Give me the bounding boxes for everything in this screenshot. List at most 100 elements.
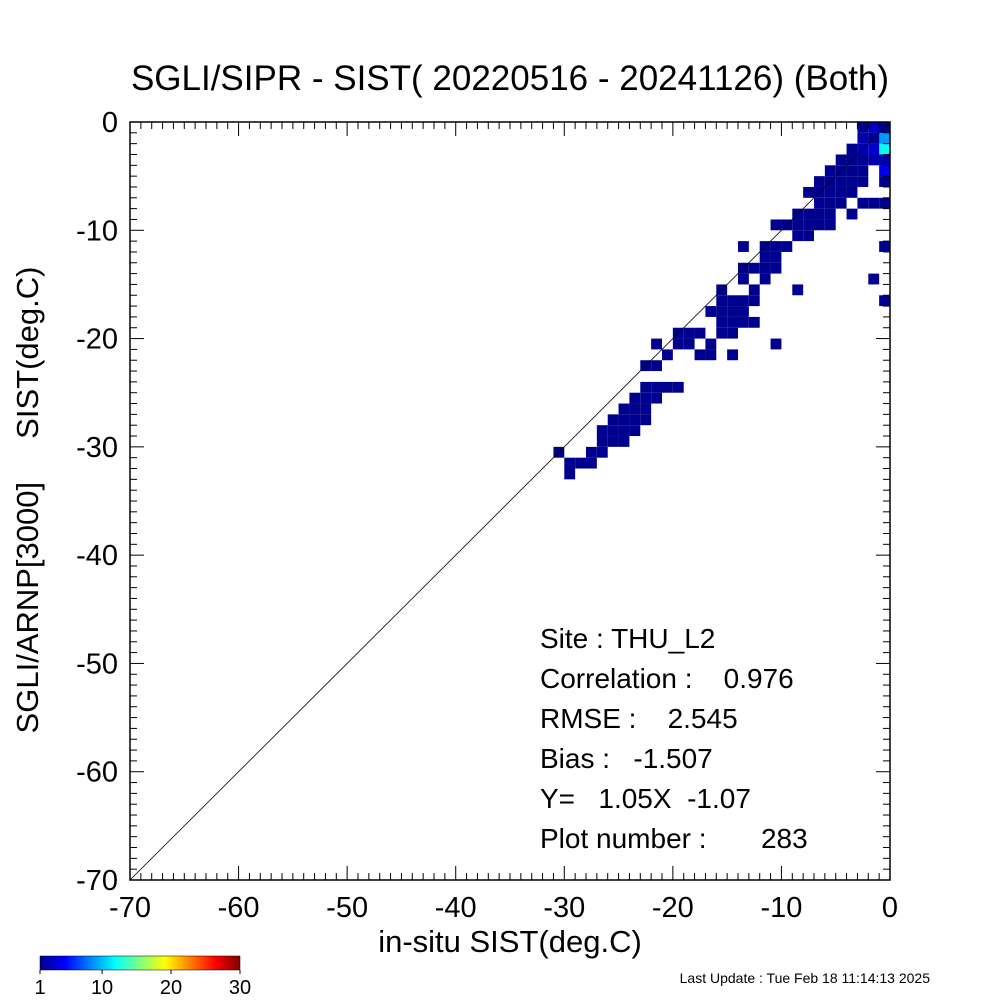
heatmap-bin bbox=[824, 197, 836, 209]
stat-annotation: Bias : -1.507 bbox=[540, 743, 713, 774]
heatmap-bin bbox=[814, 219, 825, 231]
stat-annotation: Site : THU_L2 bbox=[540, 623, 715, 654]
heatmap-bin bbox=[835, 176, 847, 187]
heatmap-bin bbox=[857, 176, 869, 187]
heatmap-bin bbox=[824, 165, 836, 177]
y-tick-label: -40 bbox=[76, 540, 118, 572]
heatmap-bin bbox=[705, 349, 717, 361]
stat-annotation: Y= 1.05X -1.07 bbox=[540, 783, 751, 814]
heatmap-bin bbox=[596, 425, 608, 437]
y-axis-label: SGLI/ARNP[3000] SIST(deg.C) bbox=[10, 267, 45, 734]
heatmap-bins bbox=[553, 122, 890, 480]
heatmap-bin bbox=[824, 186, 836, 198]
heatmap-bin bbox=[575, 457, 586, 469]
heatmap-bin bbox=[727, 295, 738, 307]
x-tick-label: -20 bbox=[652, 892, 694, 924]
heatmap-bin bbox=[868, 143, 880, 155]
heatmap-bin bbox=[814, 176, 825, 187]
heatmap-bin bbox=[629, 425, 641, 437]
heatmap-bin bbox=[814, 197, 825, 209]
heatmap-bin bbox=[683, 327, 695, 339]
heatmap-bin bbox=[738, 241, 749, 252]
heatmap-bin bbox=[618, 403, 630, 415]
heatmap-bin bbox=[727, 306, 738, 317]
colorbar-tick-label: 20 bbox=[160, 977, 182, 999]
heatmap-bin bbox=[803, 230, 814, 242]
heatmap-bin bbox=[596, 446, 608, 458]
heatmap-bin bbox=[781, 241, 793, 252]
colorbar-ticks: 1 10 20 30 bbox=[34, 970, 251, 999]
heatmap-bin bbox=[662, 381, 673, 393]
x-tick-label: 0 bbox=[882, 892, 898, 924]
colorbar-tick-label: 1 bbox=[34, 977, 45, 999]
heatmap-bin bbox=[607, 436, 619, 447]
heatmap-bin bbox=[738, 273, 749, 285]
x-tick-label: -60 bbox=[218, 892, 260, 924]
heatmap-bin bbox=[716, 306, 728, 317]
heatmap-bin bbox=[879, 132, 890, 144]
heatmap-bin bbox=[835, 154, 847, 166]
heatmap-bin bbox=[879, 197, 890, 209]
heatmap-bin bbox=[868, 122, 880, 133]
heatmap-bin bbox=[640, 403, 652, 415]
heatmap-bin bbox=[846, 143, 858, 155]
heatmap-bin bbox=[879, 295, 890, 307]
one-to-one-line bbox=[129, 121, 891, 881]
heatmap-bin bbox=[879, 154, 890, 166]
heatmap-bin bbox=[607, 425, 619, 437]
heatmap-bin bbox=[857, 132, 869, 144]
heatmap-bin bbox=[759, 251, 771, 263]
heatmap-bin bbox=[770, 241, 782, 252]
heatmap-bin bbox=[586, 446, 597, 458]
colorbar-tick-label: 30 bbox=[229, 977, 251, 999]
heatmap-bin bbox=[846, 186, 858, 198]
heatmap-bin bbox=[727, 349, 738, 361]
heatmap-bin bbox=[879, 176, 890, 187]
heatmap-bin bbox=[694, 327, 706, 339]
heatmap-bin bbox=[727, 327, 738, 339]
y-tick-label: -10 bbox=[76, 215, 118, 247]
heatmap-bin bbox=[672, 381, 684, 393]
heatmap-bin bbox=[748, 284, 760, 296]
heatmap-bin bbox=[759, 273, 771, 285]
x-axis-label: in-situ SIST(deg.C) bbox=[378, 924, 642, 959]
y-tick-label: -30 bbox=[76, 432, 118, 464]
heatmap-bin bbox=[629, 414, 641, 426]
heatmap-bin bbox=[748, 316, 760, 328]
heatmap-bin bbox=[879, 241, 890, 252]
y-tick-label: -70 bbox=[76, 865, 118, 897]
colorbar bbox=[39, 955, 241, 971]
heatmap-bin bbox=[846, 165, 858, 177]
stat-annotation: Correlation : 0.976 bbox=[540, 663, 794, 694]
x-tick-label: -10 bbox=[760, 892, 802, 924]
last-update-label: Last Update : Tue Feb 18 11:14:13 2025 bbox=[680, 970, 931, 986]
heatmap-bin bbox=[651, 392, 662, 404]
heatmap-bin bbox=[824, 219, 836, 231]
heatmap-bin bbox=[748, 262, 760, 274]
heatmap-bin bbox=[868, 197, 880, 209]
heatmap-bin bbox=[770, 338, 782, 350]
heatmap-bin bbox=[618, 436, 630, 447]
heatmap-bin bbox=[738, 316, 749, 328]
heatmap-bin bbox=[738, 295, 749, 307]
heatmap-bin bbox=[868, 273, 880, 285]
heatmap-bin bbox=[868, 154, 880, 166]
heatmap-bin bbox=[803, 186, 814, 198]
heatmap-bin bbox=[651, 360, 662, 372]
heatmap-bin bbox=[564, 457, 576, 469]
heatmap-bin bbox=[846, 176, 858, 187]
colorbar-tick-label: 10 bbox=[91, 977, 113, 999]
heatmap-bin bbox=[770, 251, 782, 263]
heatmap-bin bbox=[586, 457, 597, 469]
heatmap-bin bbox=[857, 154, 869, 166]
heatmap-bin bbox=[879, 165, 890, 177]
y-tick-label: -50 bbox=[76, 648, 118, 680]
heatmap-bin bbox=[846, 208, 858, 220]
heatmap-bin bbox=[651, 381, 662, 393]
chart-title: SGLI/SIPR - SIST( 20220516 - 20241126) (… bbox=[131, 59, 889, 98]
heatmap-bin bbox=[683, 338, 695, 350]
x-tick-label: -30 bbox=[543, 892, 585, 924]
heatmap-bin bbox=[835, 197, 847, 209]
minor-ticks bbox=[129, 121, 891, 881]
heatmap-bin bbox=[759, 262, 771, 274]
